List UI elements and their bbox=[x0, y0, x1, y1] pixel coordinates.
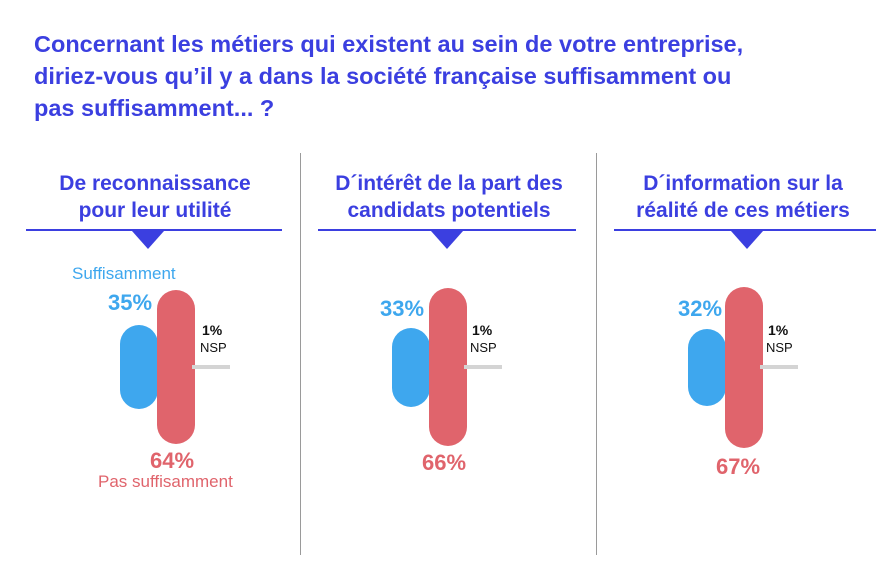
chart-panel-interet: D´intérêt de la part des candidats poten… bbox=[302, 0, 596, 577]
panel-title: De reconnaissance pour leur utilité bbox=[10, 170, 300, 224]
panel-title: D´information sur la réalité de ces méti… bbox=[598, 170, 888, 224]
value-label-pas-suffisamment: 64% bbox=[150, 448, 195, 473]
panel-title-underline bbox=[318, 229, 576, 231]
panel-divider-1 bbox=[300, 153, 301, 555]
value-label-pas-suffisamment: 67% bbox=[716, 454, 761, 479]
legend-pas-suffisamment: Pas suffisamment bbox=[98, 472, 233, 491]
bar-nsp bbox=[760, 365, 798, 369]
panel-title-line: D´information sur la bbox=[643, 172, 843, 195]
bar-pas-suffisamment bbox=[157, 290, 195, 444]
title-line-1: Concernant les métiers qui existent au s… bbox=[34, 31, 744, 57]
panel-title: D´intérêt de la part des candidats poten… bbox=[302, 170, 596, 224]
panel-title-underline bbox=[614, 229, 876, 231]
value-label-suffisamment: 35% bbox=[108, 290, 153, 315]
bar-suffisamment bbox=[120, 325, 158, 409]
panel-title-line: D´intérêt de la part des bbox=[335, 172, 563, 195]
value-label-suffisamment: 33% bbox=[380, 296, 425, 321]
title-line-2: diriez-vous qu’il y a dans la société fr… bbox=[34, 63, 732, 89]
down-arrow-icon bbox=[731, 231, 763, 249]
chart-panel-reconnaissance: De reconnaissance pour leur utilité Suff… bbox=[10, 0, 300, 577]
bar-pas-suffisamment bbox=[725, 287, 763, 448]
down-arrow-icon bbox=[132, 231, 164, 249]
bar-nsp bbox=[192, 365, 230, 369]
nsp-label: NSP bbox=[200, 340, 227, 355]
bar-nsp bbox=[464, 365, 502, 369]
bar-suffisamment bbox=[688, 329, 726, 406]
panel-title-line: pour leur utilité bbox=[78, 199, 232, 222]
panel-title-line: réalité de ces métiers bbox=[636, 199, 850, 222]
bar-suffisamment bbox=[392, 328, 430, 407]
down-arrow-icon bbox=[431, 231, 463, 249]
value-label-suffisamment: 32% bbox=[678, 296, 723, 321]
value-label-nsp: 1% bbox=[202, 322, 223, 338]
nsp-label: NSP bbox=[766, 340, 793, 355]
chart-panel-information: D´information sur la réalité de ces méti… bbox=[598, 0, 888, 577]
value-label-nsp: 1% bbox=[768, 322, 789, 338]
panel-title-line: candidats potentiels bbox=[347, 199, 551, 222]
title-line-3: pas suffisamment... ? bbox=[34, 95, 275, 121]
panel-title-line: De reconnaissance bbox=[59, 172, 251, 195]
value-label-nsp: 1% bbox=[472, 322, 493, 338]
legend-suffisamment: Suffisamment bbox=[72, 264, 176, 283]
chart-question-title: Concernant les métiers qui existent au s… bbox=[34, 28, 864, 124]
nsp-label: NSP bbox=[470, 340, 497, 355]
panel-divider-2 bbox=[596, 153, 597, 555]
panel-title-underline bbox=[26, 229, 282, 231]
bar-pas-suffisamment bbox=[429, 288, 467, 446]
value-label-pas-suffisamment: 66% bbox=[422, 450, 467, 475]
